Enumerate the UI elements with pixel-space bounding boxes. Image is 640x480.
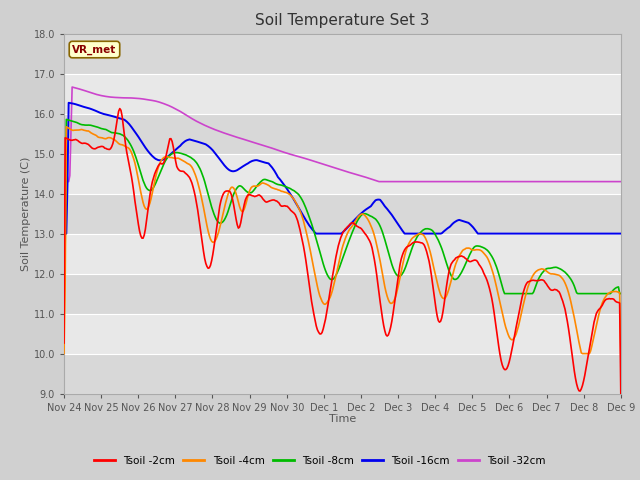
- Bar: [64, 34, 621, 73]
- Bar: [64, 154, 621, 193]
- Bar: [64, 234, 621, 274]
- Title: Soil Temperature Set 3: Soil Temperature Set 3: [255, 13, 429, 28]
- Bar: [64, 313, 621, 354]
- Bar: [64, 354, 621, 394]
- Text: VR_met: VR_met: [72, 44, 116, 55]
- Bar: [64, 274, 621, 313]
- Y-axis label: Soil Temperature (C): Soil Temperature (C): [20, 156, 31, 271]
- Bar: [64, 73, 621, 114]
- Bar: [64, 114, 621, 154]
- Legend: Tsoil -2cm, Tsoil -4cm, Tsoil -8cm, Tsoil -16cm, Tsoil -32cm: Tsoil -2cm, Tsoil -4cm, Tsoil -8cm, Tsoi…: [90, 452, 550, 470]
- Bar: [64, 193, 621, 234]
- X-axis label: Time: Time: [329, 414, 356, 424]
